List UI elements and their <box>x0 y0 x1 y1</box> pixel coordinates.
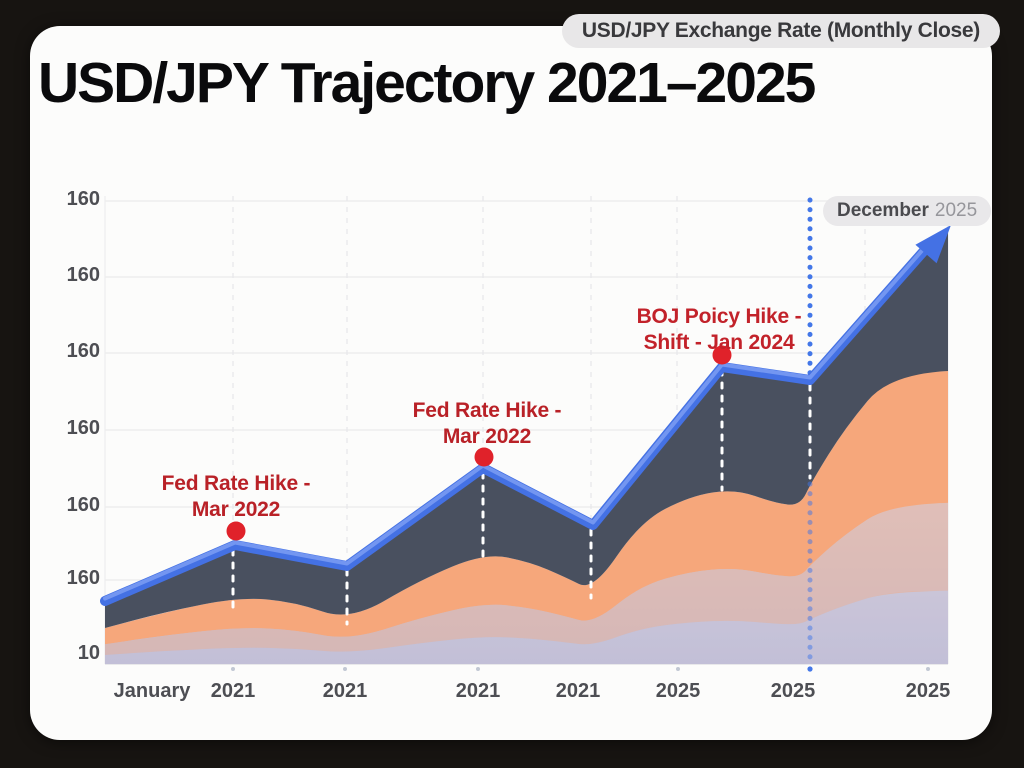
orange-shadow-band <box>105 590 948 664</box>
annotation-line: Fed Rate Hike - <box>161 472 311 495</box>
annotation-line: Fed Rate Hike - <box>412 399 562 422</box>
trend-line <box>100 239 935 606</box>
x-axis-tick-label: 2021 <box>322 680 368 702</box>
axis-tick-dot <box>231 667 235 671</box>
annotation-line: Mar 2022 <box>442 425 532 448</box>
axis-tick-dot <box>343 667 347 671</box>
y-axis-tick-label: 160 <box>66 417 100 439</box>
event-annotation-boj-shift: BOJ Poicy Hike - Shift - Jan 2024 <box>599 304 839 356</box>
callout-month: December <box>837 200 929 221</box>
trend-line-highlight <box>103 239 932 601</box>
x-axis-tick-label: 2025 <box>905 680 951 702</box>
dark-band-area <box>105 231 948 628</box>
y-axis-tick-label: 10 <box>77 642 100 664</box>
event-marker-dot <box>226 521 246 541</box>
x-axis-tick-label: January <box>113 680 191 702</box>
event-annotation-fed-hike-1: Fed Rate Hike - Mar 2022 <box>116 471 356 523</box>
x-axis-tick-label: 2021 <box>210 680 256 702</box>
annotation-line: BOJ Poicy Hike - <box>636 305 802 328</box>
annotation-line: Shift - Jan 2024 <box>643 331 795 354</box>
x-axis-tick-label: 2025 <box>770 680 816 702</box>
chart-areas <box>105 231 948 664</box>
y-axis-tick-label: 160 <box>66 188 100 210</box>
callout-year: 2025 <box>934 200 978 221</box>
x-axis-tick-label: 2021 <box>455 680 501 702</box>
axis-tick-dot <box>926 667 930 671</box>
x-axis-tick-label: 2025 <box>655 680 701 702</box>
event-marker-dot <box>474 447 494 467</box>
orange-shadow-band <box>105 371 948 645</box>
event-annotation-fed-hike-2: Fed Rate Hike - Mar 2022 <box>367 398 607 450</box>
event-marker-dot <box>712 345 732 365</box>
trend-arrowhead <box>915 225 951 264</box>
axis-tick-dot <box>676 667 680 671</box>
december-2025-callout: December 2025 <box>823 196 992 226</box>
y-axis-tick-label: 160 <box>66 340 100 362</box>
y-axis-tick-label: 160 <box>66 567 100 589</box>
orange-shadow-band <box>105 502 948 655</box>
axis-tick-dot-blue <box>807 666 813 672</box>
page-title: USD/JPY Trajectory 2021–2025 <box>38 51 816 115</box>
annotation-line: Mar 2022 <box>191 498 281 521</box>
chart-subtitle-badge: USD/JPY Exchange Rate (Monthly Close) <box>561 14 1000 48</box>
axis-tick-dot <box>476 667 480 671</box>
x-axis-tick-label: 2021 <box>555 680 601 702</box>
y-axis-tick-label: 160 <box>66 494 100 516</box>
y-axis-tick-label: 160 <box>66 264 100 286</box>
